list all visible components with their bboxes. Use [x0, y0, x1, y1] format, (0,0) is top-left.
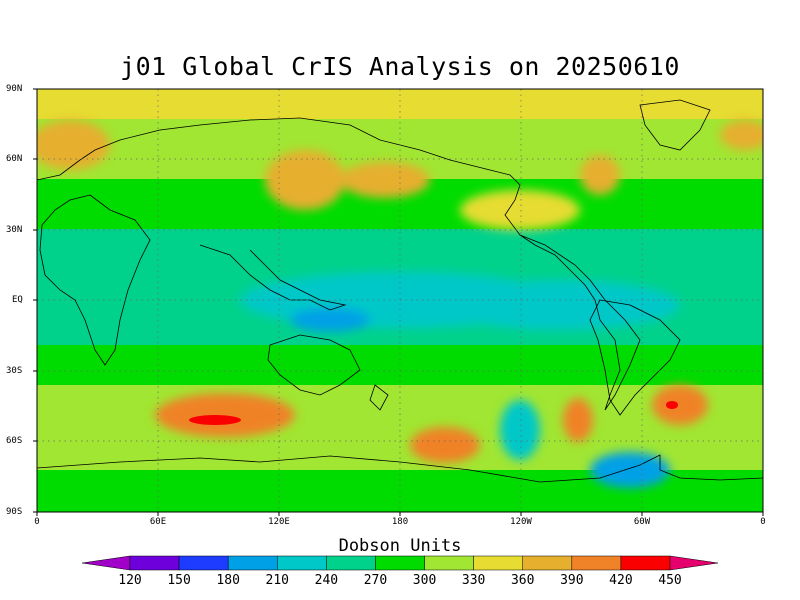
coast-australia [267, 334, 361, 396]
lon-label-120e: 120E [268, 517, 290, 527]
colorbar-label: 240 [314, 573, 339, 588]
colorbar-label: 360 [510, 573, 535, 588]
field-high-siberia [265, 150, 345, 210]
colorbar-swatch [277, 555, 327, 571]
coast-antarctica [37, 454, 763, 483]
colorbar-label: 150 [167, 573, 191, 588]
coast-africa [39, 194, 151, 366]
colorbar-swatch [620, 555, 671, 571]
lon-label-0-east: 0 [760, 517, 766, 527]
lat-label-eq: EQ [12, 295, 23, 305]
lat-label-30s: 30S [6, 366, 23, 376]
colorbar-label: 420 [609, 573, 633, 588]
colorbar-label: 270 [363, 573, 388, 588]
lon-label-0-west: 0 [34, 517, 40, 527]
field-high-south-pacific [410, 427, 480, 463]
colorbar-label: 450 [658, 573, 682, 588]
lat-label-90s: 90S [6, 507, 23, 517]
axis-ticks [33, 88, 764, 516]
colorbar-label: 300 [412, 573, 437, 588]
field-mid-antarctic [500, 400, 540, 460]
field-high-east-asia [340, 162, 430, 198]
coastlines [37, 99, 763, 483]
lat-label-30n: 30N [6, 225, 23, 235]
colorbar-label: 180 [216, 573, 240, 588]
field-low-atlantic [440, 280, 680, 330]
field-high-europe [37, 120, 110, 170]
colorbar-swatch [522, 555, 573, 571]
field-high-arctic-east [720, 120, 763, 150]
colorbar-swatch [424, 555, 474, 571]
colorbar-swatch [227, 555, 278, 571]
field-low-warm-pool [290, 308, 370, 332]
lon-label-180: 180 [391, 517, 409, 527]
colorbar-label: 330 [461, 573, 486, 588]
colorbar-swatch [571, 555, 622, 571]
coast-europe-asia [37, 117, 641, 411]
lon-label-120w: 120W [510, 517, 532, 527]
coast-greenland [639, 99, 711, 151]
colorbar [81, 555, 719, 571]
field-high-south-indian [155, 393, 295, 437]
lat-lon-grid [37, 89, 763, 512]
colorbar-swatch [326, 555, 376, 571]
field-band-arctic [37, 89, 763, 119]
colorbar-label: 390 [560, 573, 584, 588]
lon-label-60e: 60E [149, 517, 167, 527]
colorbar-swatch [129, 555, 180, 571]
colorbar-swatch [375, 555, 425, 571]
colorbar-label: 210 [265, 573, 290, 588]
chart-title: j01 Global CrIS Analysis on 20250610 [120, 52, 680, 81]
lat-label-60n: 60N [6, 154, 23, 164]
coast-new-zealand [369, 384, 389, 411]
colorbar-swatch [473, 555, 523, 571]
lon-label-60w: 60W [633, 517, 651, 527]
lat-label-60s: 60S [6, 436, 23, 446]
lat-label-90n: 90N [6, 84, 23, 94]
colorbar-title: Dobson Units [338, 536, 462, 556]
coast-south-america [589, 299, 681, 416]
field-high-south-atlantic [563, 398, 593, 442]
field-mid-north-yellow [460, 190, 580, 230]
colorbar-arrow-low [81, 555, 131, 571]
field-max-atlantic [666, 401, 678, 409]
coast-se-asia [199, 244, 347, 311]
colorbar-swatch [178, 555, 229, 571]
colorbar-arrow-high [669, 555, 719, 571]
field-max-indian-ocean [189, 415, 241, 425]
field-high-na [580, 155, 620, 195]
field-low-antarctic [590, 452, 670, 488]
field-high-south-africa [652, 385, 708, 425]
colorbar-label: 120 [118, 573, 142, 588]
